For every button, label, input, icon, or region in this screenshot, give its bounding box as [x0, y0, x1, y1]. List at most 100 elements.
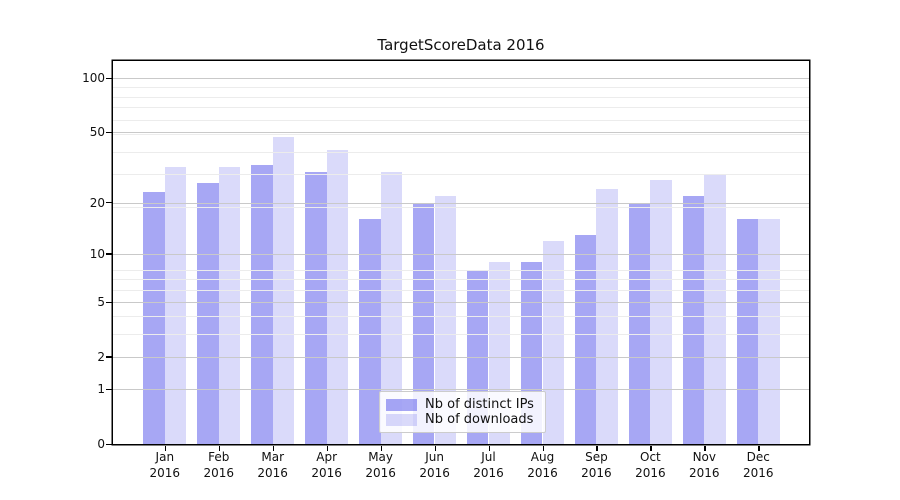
legend-swatch-downloads: [386, 413, 417, 426]
major-gridline: [113, 78, 809, 80]
x-tick-mark: [326, 445, 328, 451]
minor-gridline: [113, 206, 809, 208]
x-tick-label: Jun 2016: [403, 450, 467, 481]
x-tick-label: Feb 2016: [187, 450, 251, 481]
bar-distinct-ips-feb: [197, 182, 219, 444]
x-tick-year: 2016: [689, 465, 720, 480]
major-gridline: [113, 202, 809, 204]
minor-gridline: [113, 96, 809, 98]
x-tick-mark: [164, 445, 167, 451]
minor-gridline: [113, 334, 809, 336]
x-tick-month: Jan: [155, 450, 175, 464]
bar-downloads-feb: [218, 166, 241, 444]
x-tick-month: Feb: [208, 450, 230, 464]
x-tick-month: Jul: [481, 450, 496, 464]
x-tick-year: 2016: [149, 465, 181, 480]
x-tick-label: Oct 2016: [618, 450, 682, 481]
y-tick-mark: [106, 202, 112, 204]
legend-item-downloads: Nb of downloads: [386, 412, 537, 427]
major-gridline: [113, 132, 809, 134]
x-tick-label: Jan 2016: [133, 450, 197, 481]
legend-item-distinct-ips: Nb of distinct IPs: [386, 397, 537, 412]
x-tick-month: Nov: [692, 450, 716, 464]
minor-gridline: [113, 279, 809, 281]
x-tick-mark: [272, 445, 274, 451]
y-tick-mark: [106, 301, 112, 303]
x-tick-label: Jul 2016: [457, 450, 521, 481]
y-tick-mark: [106, 443, 112, 445]
plot-area: Nb of distinct IPs Nb of downloads: [106, 61, 809, 451]
x-tick-label: Apr 2016: [295, 450, 359, 481]
bar-downloads-may: [380, 171, 403, 444]
x-tick-month: Aug: [530, 450, 555, 464]
minor-gridline: [113, 133, 809, 135]
bar-downloads-oct: [650, 179, 672, 444]
y-tick-label: 20: [89, 195, 105, 210]
x-tick-mark: [380, 445, 382, 451]
x-tick-mark: [704, 445, 706, 451]
x-tick-mark: [758, 445, 760, 451]
x-tick-year: 2016: [365, 465, 396, 480]
y-tick-label: 50: [89, 125, 105, 140]
x-tick-year: 2016: [635, 465, 666, 480]
x-tick-year: 2016: [311, 465, 342, 480]
bar-distinct-ips-nov: [682, 195, 705, 444]
major-gridline: [113, 356, 809, 358]
x-tick-mark: [488, 445, 490, 451]
x-tick-month: Oct: [640, 450, 661, 464]
bar-downloads-jun: [434, 195, 457, 444]
x-tick-mark: [434, 445, 436, 451]
y-tick-mark: [106, 131, 112, 134]
y-tick-label: 0: [97, 437, 105, 451]
minor-gridline: [113, 151, 809, 153]
x-tick-month: Dec: [746, 450, 770, 464]
x-tick-month: Apr: [316, 450, 338, 464]
minor-gridline: [113, 174, 809, 176]
bar-downloads-dec: [758, 219, 780, 444]
minor-gridline: [113, 316, 809, 318]
y-tick-label: 10: [89, 246, 105, 261]
bar-distinct-ips-sep: [574, 234, 597, 444]
x-tick-month: Sep: [585, 450, 608, 464]
bar-distinct-ips-oct: [628, 202, 651, 444]
bar-downloads-apr: [326, 149, 349, 444]
bar-downloads-nov: [704, 174, 726, 444]
x-tick-mark: [596, 445, 598, 451]
x-tick-month: May: [368, 450, 393, 464]
bar-distinct-ips-jan: [143, 192, 165, 444]
legend-label-downloads: Nb of downloads: [425, 412, 534, 427]
x-tick-label: Aug 2016: [511, 450, 575, 481]
legend: Nb of distinct IPs Nb of downloads: [379, 391, 546, 433]
minor-gridline: [113, 107, 809, 109]
bar-distinct-ips-apr: [305, 171, 327, 444]
x-tick-year: 2016: [419, 465, 450, 480]
bar-downloads-aug: [542, 240, 565, 444]
y-tick-mark: [106, 253, 112, 255]
bar-distinct-ips-may: [359, 219, 381, 444]
y-tick-label: 2: [97, 349, 105, 364]
x-tick-year: 2016: [527, 465, 558, 480]
x-tick-year: 2016: [473, 465, 504, 480]
minor-gridline: [113, 119, 809, 121]
x-tick-year: 2016: [743, 465, 774, 480]
bar-downloads-jan: [164, 166, 187, 444]
y-tick-label: 1: [97, 382, 105, 397]
y-tick-label: 5: [97, 295, 105, 309]
x-tick-mark: [542, 445, 544, 451]
legend-swatch-distinct-ips: [386, 398, 417, 411]
x-tick-month: Jun: [425, 450, 444, 464]
legend-label-distinct-ips: Nb of distinct IPs: [425, 397, 534, 412]
major-gridline: [113, 253, 809, 255]
x-tick-label: Mar 2016: [241, 450, 305, 481]
x-tick-year: 2016: [257, 465, 288, 480]
y-tick-mark: [106, 388, 112, 390]
bar-distinct-ips-dec: [736, 219, 759, 444]
x-tick-year: 2016: [581, 465, 612, 480]
x-tick-label: Sep 2016: [564, 450, 628, 481]
x-tick-label: Dec 2016: [726, 450, 790, 481]
major-gridline: [113, 302, 809, 303]
x-tick-mark: [650, 445, 652, 451]
x-tick-month: Mar: [261, 450, 284, 464]
bar-distinct-ips-jun: [412, 202, 435, 444]
